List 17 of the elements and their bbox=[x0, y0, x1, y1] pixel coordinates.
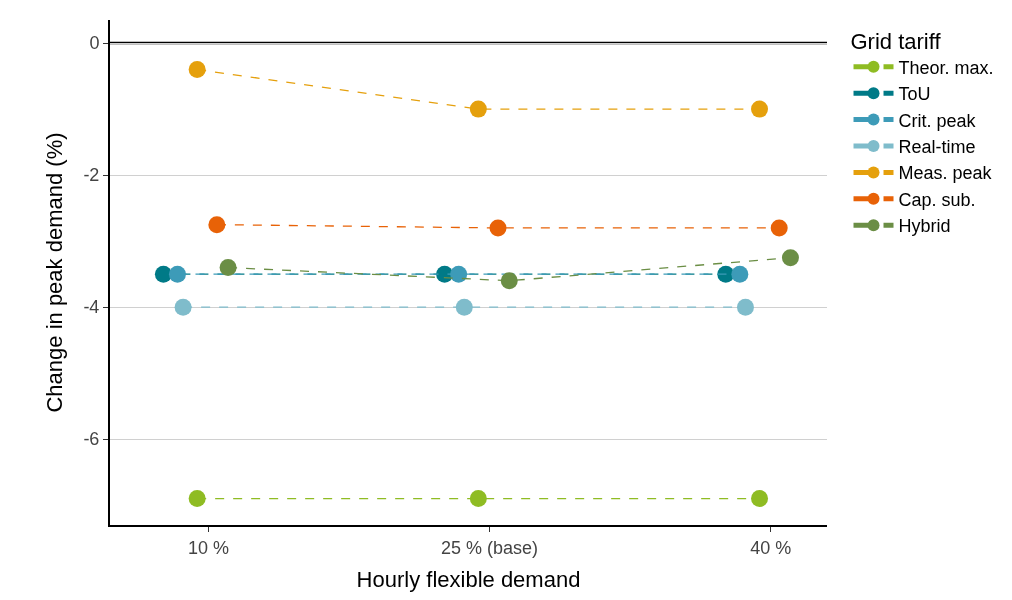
y-tick-label: -6 bbox=[83, 429, 100, 450]
legend-label: Crit. peak bbox=[898, 110, 977, 131]
x-tick-label: 10 % bbox=[187, 537, 229, 558]
y-tick-label: -2 bbox=[83, 165, 100, 186]
legend-label: Meas. peak bbox=[898, 163, 993, 184]
legend-label: ToU bbox=[898, 84, 931, 105]
y-axis-title: Change in peak demand (%) bbox=[41, 132, 67, 413]
legend-label: Cap. sub. bbox=[898, 189, 976, 210]
legend-label: Hybrid bbox=[898, 216, 951, 237]
y-tick-label: 0 bbox=[89, 33, 100, 54]
x-tick-label: 40 % bbox=[750, 537, 792, 558]
x-tick-label: 25 % (base) bbox=[441, 537, 539, 558]
legend-label: Theor. max. bbox=[898, 57, 994, 78]
legend-title: Grid tariff bbox=[850, 28, 942, 54]
x-axis-title: Hourly flexible demand bbox=[356, 567, 581, 592]
y-tick-label: -4 bbox=[83, 297, 100, 318]
legend-label: Real-time bbox=[898, 137, 976, 158]
